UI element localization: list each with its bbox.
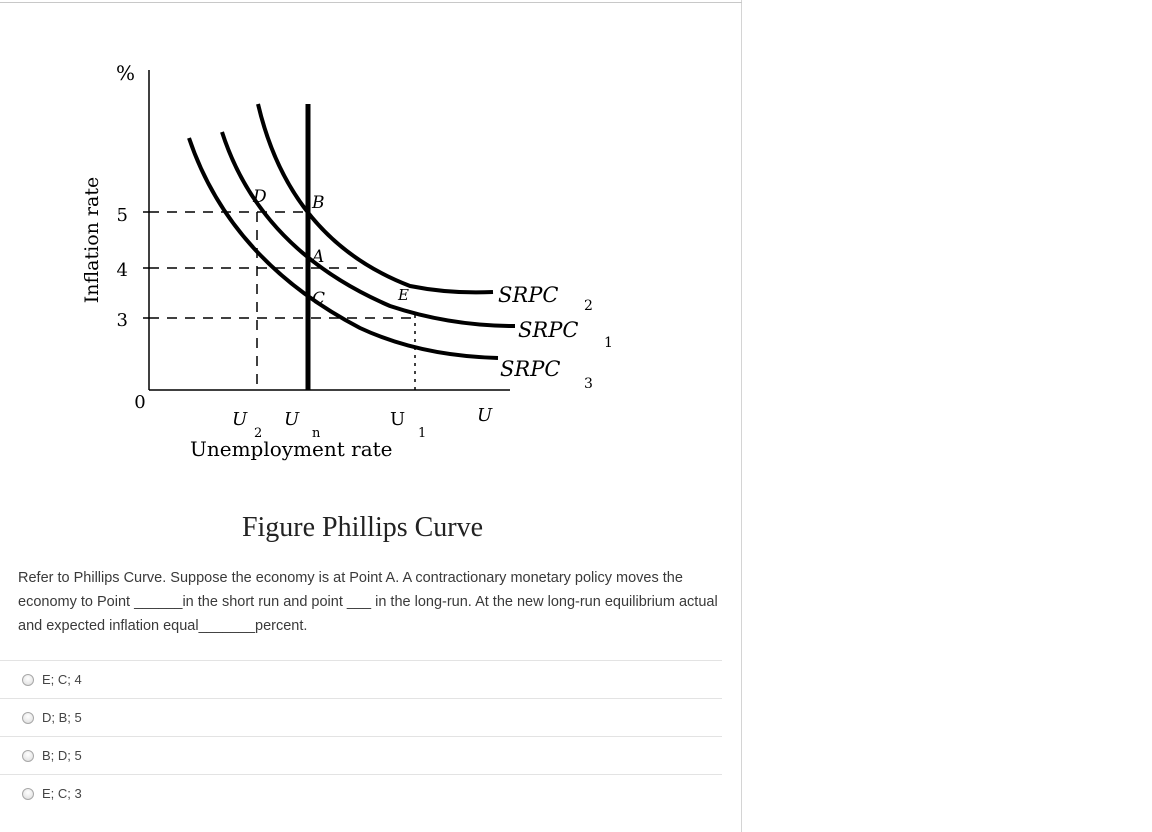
answer-option-label: E; C; 3 xyxy=(42,786,82,801)
point-label-d: D xyxy=(252,187,267,207)
origin-label: 0 xyxy=(134,392,145,413)
answer-option-4[interactable]: E; C; 3 xyxy=(0,774,722,812)
figure-caption: Figure Phillips Curve xyxy=(241,512,484,543)
y-tick-label-4: 4 xyxy=(117,260,128,281)
x-tick-subscript-u1: 1 xyxy=(418,426,426,441)
x-tick-label-un: U xyxy=(284,409,300,430)
point-label-c: C xyxy=(312,289,325,309)
srpc-3-curve xyxy=(187,137,499,360)
srpc-2-curve xyxy=(256,103,494,295)
y-axis-label: Inflation rate xyxy=(81,177,103,303)
x-axis-end-label: U xyxy=(477,405,493,426)
y-tick-label-5: 5 xyxy=(117,205,128,226)
x-tick-label-u1: U xyxy=(390,409,405,430)
point-label-a: A xyxy=(310,247,324,267)
srpc-2-subscript: 2 xyxy=(584,298,593,314)
x-tick-subscript-u2: 2 xyxy=(254,426,262,441)
answer-options: E; C; 4 D; B; 5 B; D; 5 E; C; 3 xyxy=(0,660,722,812)
point-label-b: B xyxy=(311,193,325,213)
question-panel: % Inflation rate 5 4 3 0 D B A C E SRPC … xyxy=(0,0,742,832)
radio-button-icon[interactable] xyxy=(22,711,34,724)
phillips-curve-figure: % Inflation rate 5 4 3 0 D B A C E SRPC … xyxy=(60,50,620,475)
srpc-1-curve xyxy=(220,131,516,328)
srpc-3-label: SRPC xyxy=(500,357,560,381)
srpc-2-label: SRPC xyxy=(498,283,558,307)
answer-option-3[interactable]: B; D; 5 xyxy=(0,736,722,774)
x-tick-subscript-un: n xyxy=(312,426,321,441)
top-divider xyxy=(0,2,742,3)
y-unit-label: % xyxy=(116,61,135,85)
answer-option-label: B; D; 5 xyxy=(42,748,82,763)
srpc-3-subscript: 3 xyxy=(584,376,593,392)
answer-option-label: E; C; 4 xyxy=(42,672,82,687)
srpc-1-label: SRPC xyxy=(518,318,578,342)
answer-option-2[interactable]: D; B; 5 xyxy=(0,698,722,736)
x-tick-label-u2: U xyxy=(232,409,248,430)
radio-button-icon[interactable] xyxy=(22,673,34,686)
x-axis-label: Unemployment rate xyxy=(190,437,393,461)
answer-option-1[interactable]: E; C; 4 xyxy=(0,660,722,698)
phillips-curve-svg: % Inflation rate 5 4 3 0 D B A C E SRPC … xyxy=(81,61,613,461)
question-text: Refer to Phillips Curve. Suppose the eco… xyxy=(18,570,718,634)
srpc-1-subscript: 1 xyxy=(604,335,613,351)
answer-option-label: D; B; 5 xyxy=(42,710,82,725)
y-tick-label-3: 3 xyxy=(117,310,128,331)
radio-button-icon[interactable] xyxy=(22,749,34,762)
point-label-e: E xyxy=(397,286,409,304)
radio-button-icon[interactable] xyxy=(22,787,34,800)
